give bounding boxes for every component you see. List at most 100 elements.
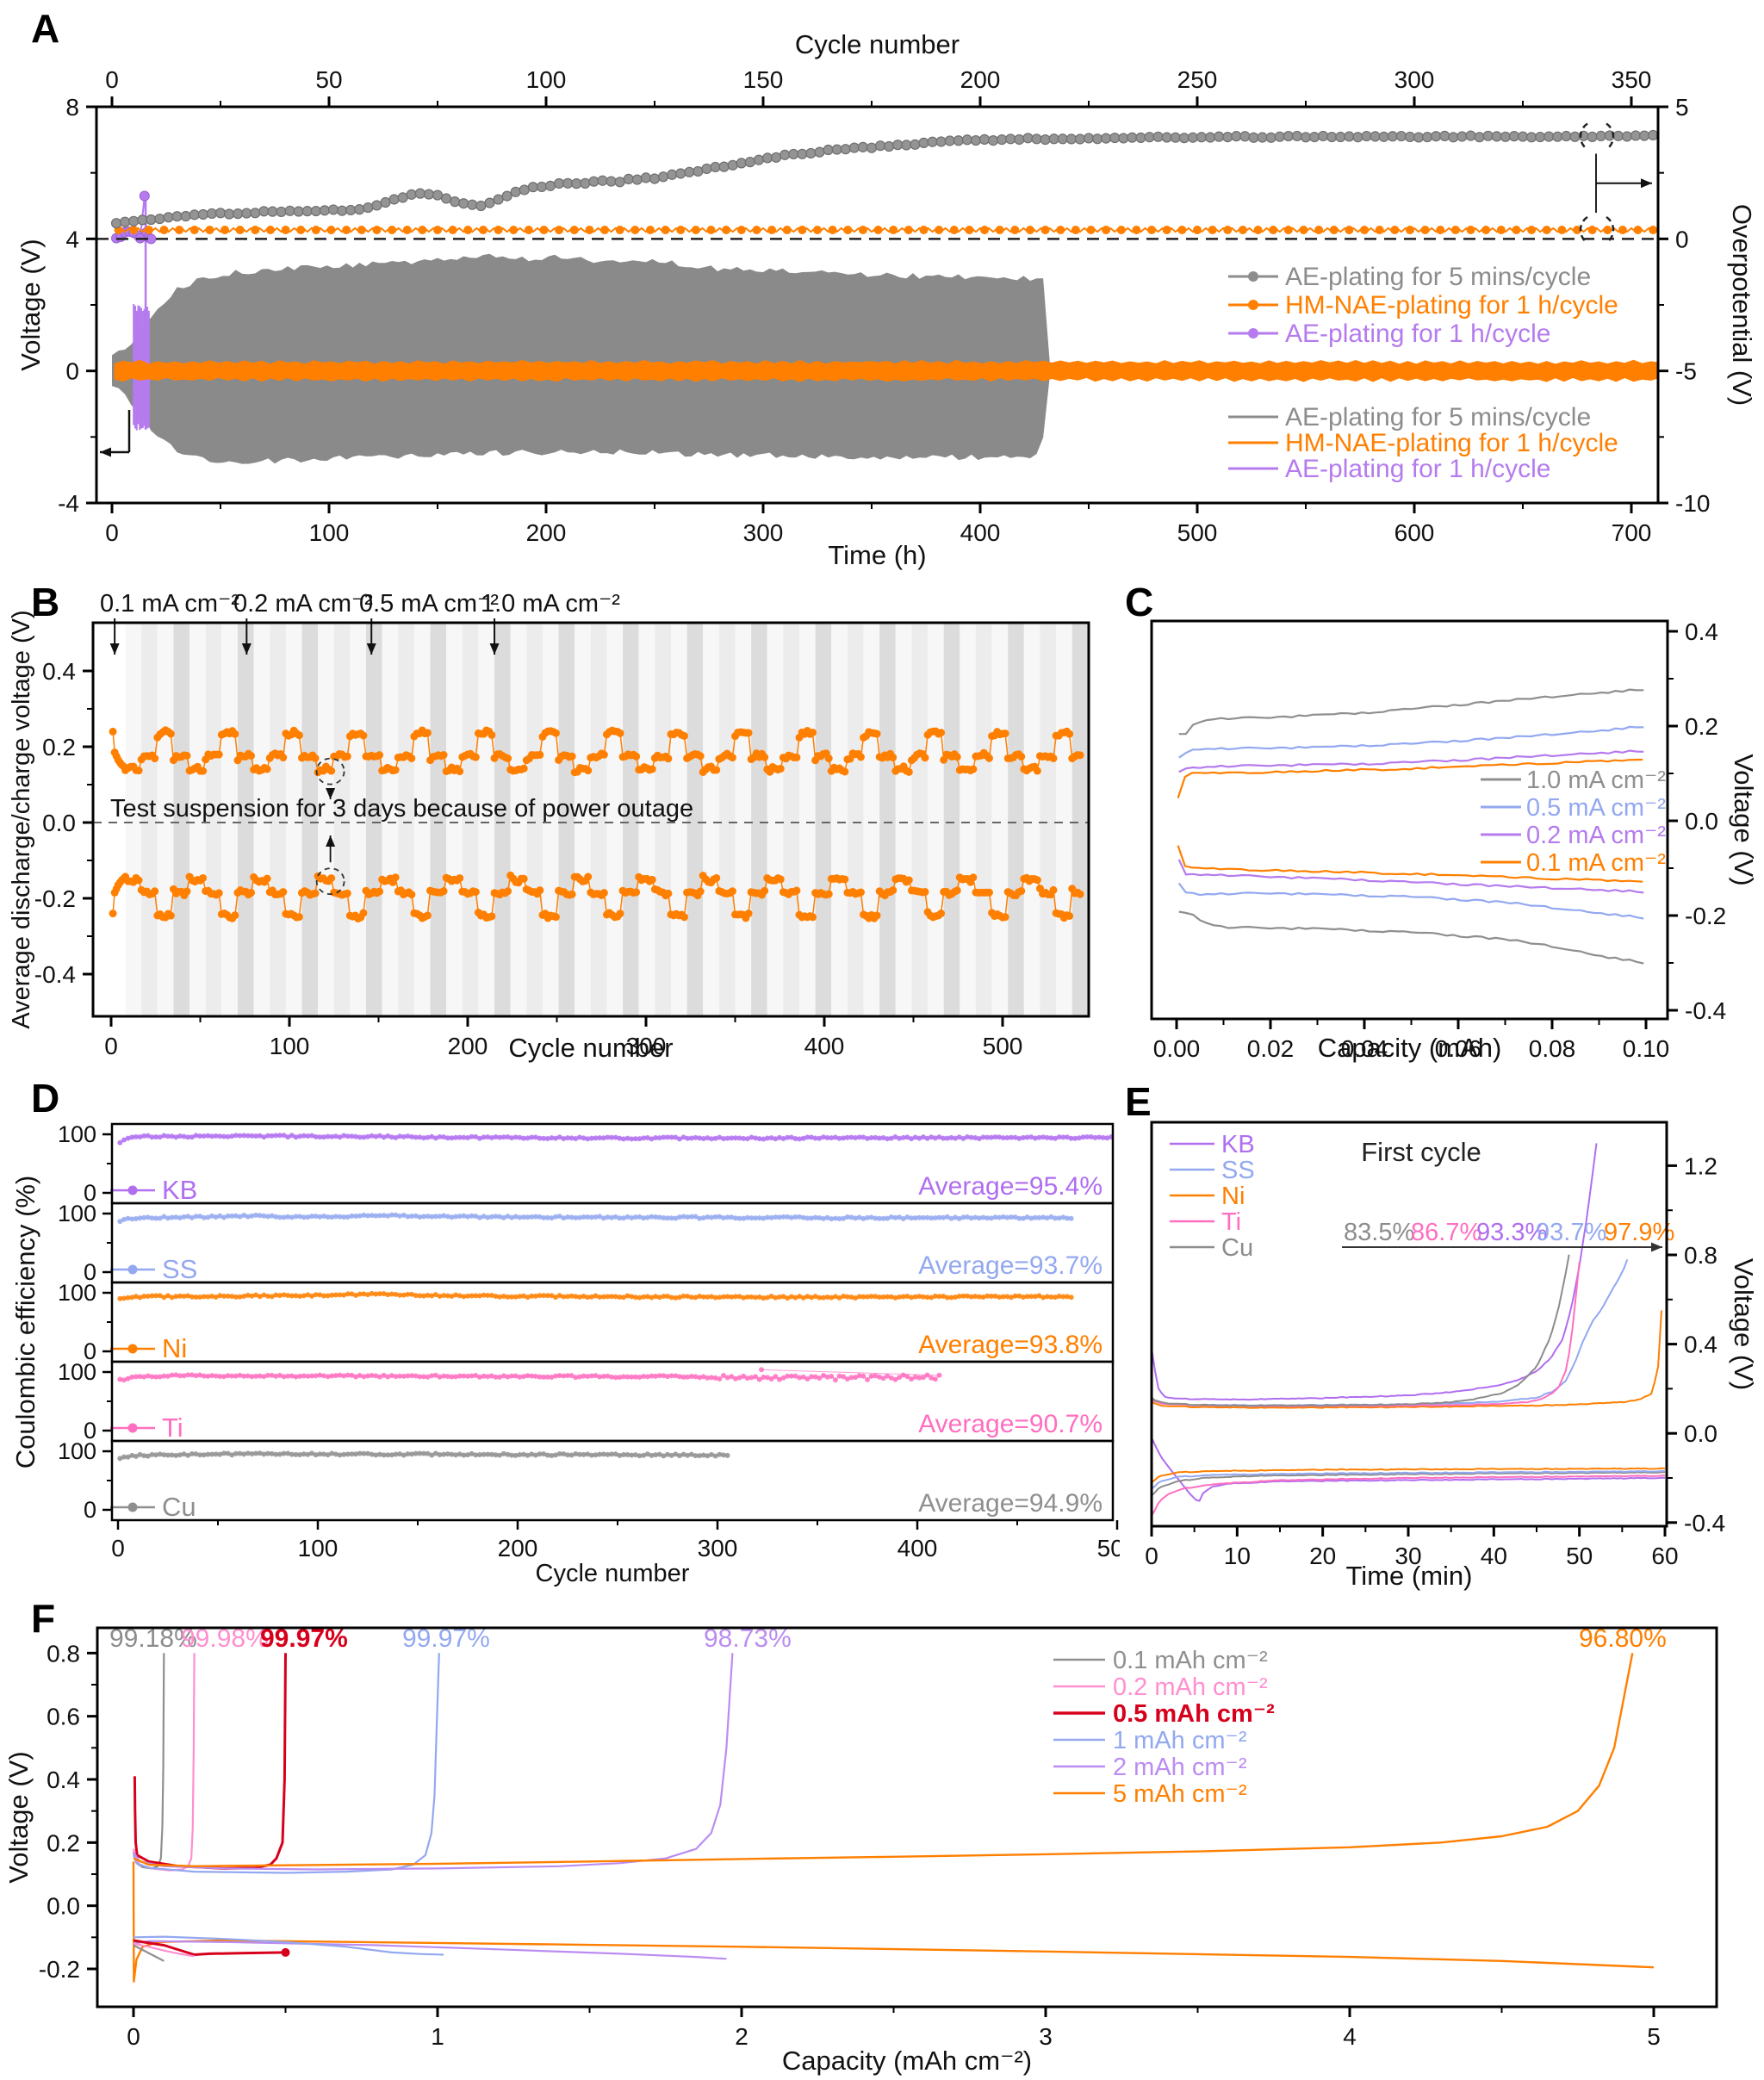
svg-text:0.10: 0.10 xyxy=(1623,1035,1670,1062)
svg-text:2 mAh cm⁻²: 2 mAh cm⁻² xyxy=(1113,1754,1247,1781)
svg-text:Voltage (V): Voltage (V) xyxy=(1729,754,1759,885)
svg-text:Coulombic efficiency (%): Coulombic efficiency (%) xyxy=(10,1176,40,1469)
svg-text:300: 300 xyxy=(743,519,784,546)
svg-text:0.8: 0.8 xyxy=(1684,1242,1717,1269)
svg-text:5: 5 xyxy=(1675,94,1689,121)
svg-text:0.08: 0.08 xyxy=(1529,1035,1576,1062)
svg-text:Cycle number: Cycle number xyxy=(536,1560,690,1587)
svg-text:93.7%: 93.7% xyxy=(1536,1219,1606,1246)
svg-text:Average=95.4%: Average=95.4% xyxy=(918,1172,1102,1201)
svg-text:0: 0 xyxy=(105,66,119,93)
svg-text:0.2: 0.2 xyxy=(1685,713,1718,740)
svg-text:100: 100 xyxy=(58,1201,96,1226)
svg-text:Ni: Ni xyxy=(162,1333,187,1363)
svg-text:0: 0 xyxy=(127,2023,140,2050)
panel-f-label: F xyxy=(31,1596,56,1641)
svg-text:0.5 mAh cm⁻²: 0.5 mAh cm⁻² xyxy=(1113,1700,1275,1728)
panel-b-label: B xyxy=(31,580,60,624)
svg-text:50: 50 xyxy=(315,66,342,93)
svg-text:0: 0 xyxy=(84,1497,96,1523)
svg-text:0.2 mAh cm⁻²: 0.2 mAh cm⁻² xyxy=(1113,1673,1268,1701)
svg-text:-0.2: -0.2 xyxy=(34,885,76,912)
svg-text:0.8: 0.8 xyxy=(47,1640,80,1667)
svg-text:350: 350 xyxy=(1612,66,1652,93)
svg-text:-0.4: -0.4 xyxy=(1685,997,1726,1024)
svg-text:100: 100 xyxy=(298,1535,339,1562)
svg-text:Cu: Cu xyxy=(1221,1234,1253,1262)
panel-c-label: C xyxy=(1125,580,1154,624)
panel-d-label: D xyxy=(31,1076,60,1121)
svg-text:5: 5 xyxy=(1647,2023,1661,2050)
svg-text:-10: -10 xyxy=(1675,490,1710,517)
svg-text:4: 4 xyxy=(65,226,79,252)
svg-text:150: 150 xyxy=(743,66,784,93)
svg-text:700: 700 xyxy=(1612,519,1652,546)
svg-text:500: 500 xyxy=(1097,1535,1120,1562)
svg-text:0.2: 0.2 xyxy=(47,1829,80,1856)
svg-text:KB: KB xyxy=(162,1175,197,1205)
svg-text:40: 40 xyxy=(1481,1543,1507,1569)
svg-text:500: 500 xyxy=(983,1033,1023,1059)
svg-text:HM-NAE-plating for 1 h/cycle: HM-NAE-plating for 1 h/cycle xyxy=(1285,429,1618,457)
svg-text:0.2: 0.2 xyxy=(42,734,76,761)
svg-text:0.1 mA cm⁻²: 0.1 mA cm⁻² xyxy=(1526,849,1666,877)
svg-text:50: 50 xyxy=(1566,1543,1593,1569)
svg-text:300: 300 xyxy=(698,1535,738,1562)
svg-text:0: 0 xyxy=(84,1338,96,1364)
svg-text:500: 500 xyxy=(1177,519,1218,546)
svg-text:100: 100 xyxy=(526,66,567,93)
svg-text:0.06: 0.06 xyxy=(1435,1035,1482,1062)
svg-text:100: 100 xyxy=(309,519,350,546)
svg-text:Voltage (V): Voltage (V) xyxy=(3,1751,34,1883)
svg-text:Average discharge/charge volta: Average discharge/charge voltage (V) xyxy=(8,610,35,1028)
svg-text:KB: KB xyxy=(1221,1131,1255,1158)
panel-e-label: E xyxy=(1125,1079,1152,1124)
svg-text:-0.4: -0.4 xyxy=(34,961,76,988)
svg-text:300: 300 xyxy=(626,1033,667,1059)
svg-text:-4: -4 xyxy=(58,490,79,517)
svg-text:3: 3 xyxy=(1039,2023,1053,2050)
svg-text:0: 0 xyxy=(111,1535,125,1562)
svg-text:97.9%: 97.9% xyxy=(1604,1219,1674,1246)
svg-text:-0.4: -0.4 xyxy=(1684,1510,1725,1537)
svg-text:200: 200 xyxy=(526,519,567,546)
svg-text:400: 400 xyxy=(804,1033,845,1059)
svg-text:0.0: 0.0 xyxy=(47,1893,80,1920)
svg-text:Cu: Cu xyxy=(162,1492,196,1522)
svg-text:0: 0 xyxy=(105,519,119,546)
svg-text:8: 8 xyxy=(65,94,79,121)
svg-text:0: 0 xyxy=(104,1033,118,1059)
svg-text:Ti: Ti xyxy=(162,1413,183,1443)
svg-text:Voltage (V): Voltage (V) xyxy=(16,239,46,370)
svg-text:Ni: Ni xyxy=(1221,1183,1245,1210)
svg-text:Average=90.7%: Average=90.7% xyxy=(918,1410,1102,1438)
svg-text:100: 100 xyxy=(270,1033,310,1059)
svg-text:0.5 mA cm⁻²: 0.5 mA cm⁻² xyxy=(1526,794,1666,822)
panel-b-chart: Test suspension for 3 days because of po… xyxy=(8,590,1090,1063)
svg-text:Capacity (mAh): Capacity (mAh) xyxy=(1318,1033,1502,1063)
svg-text:Cycle number: Cycle number xyxy=(795,29,960,59)
svg-text:200: 200 xyxy=(448,1033,488,1059)
svg-text:AE-plating for 5 mins/cycle: AE-plating for 5 mins/cycle xyxy=(1285,263,1591,291)
svg-text:Average=93.7%: Average=93.7% xyxy=(918,1251,1102,1280)
svg-text:0: 0 xyxy=(1675,226,1689,252)
svg-text:Time (min): Time (min) xyxy=(1346,1561,1473,1591)
svg-text:Test suspension for 3 days bec: Test suspension for 3 days because of po… xyxy=(110,795,693,823)
panel-a-chart: AE-plating for 5 mins/cycle HM-NAE-platin… xyxy=(16,29,1757,570)
svg-text:-5: -5 xyxy=(1675,358,1697,385)
svg-text:1.2: 1.2 xyxy=(1684,1152,1717,1179)
svg-text:100: 100 xyxy=(58,1438,96,1464)
svg-text:30: 30 xyxy=(1394,1543,1421,1569)
svg-text:0.00: 0.00 xyxy=(1153,1035,1201,1062)
svg-text:200: 200 xyxy=(498,1535,538,1562)
svg-text:250: 250 xyxy=(1177,66,1218,93)
svg-text:5 mAh cm⁻²: 5 mAh cm⁻² xyxy=(1113,1780,1247,1808)
svg-text:-0.2: -0.2 xyxy=(39,1956,80,1983)
svg-text:400: 400 xyxy=(898,1535,938,1562)
svg-text:0.0: 0.0 xyxy=(1685,808,1718,835)
svg-text:1: 1 xyxy=(431,2023,444,2050)
svg-text:Capacity (mAh cm⁻²): Capacity (mAh cm⁻²) xyxy=(782,2046,1032,2076)
svg-text:0: 0 xyxy=(65,358,79,385)
svg-text:86.7%: 86.7% xyxy=(1411,1219,1481,1246)
